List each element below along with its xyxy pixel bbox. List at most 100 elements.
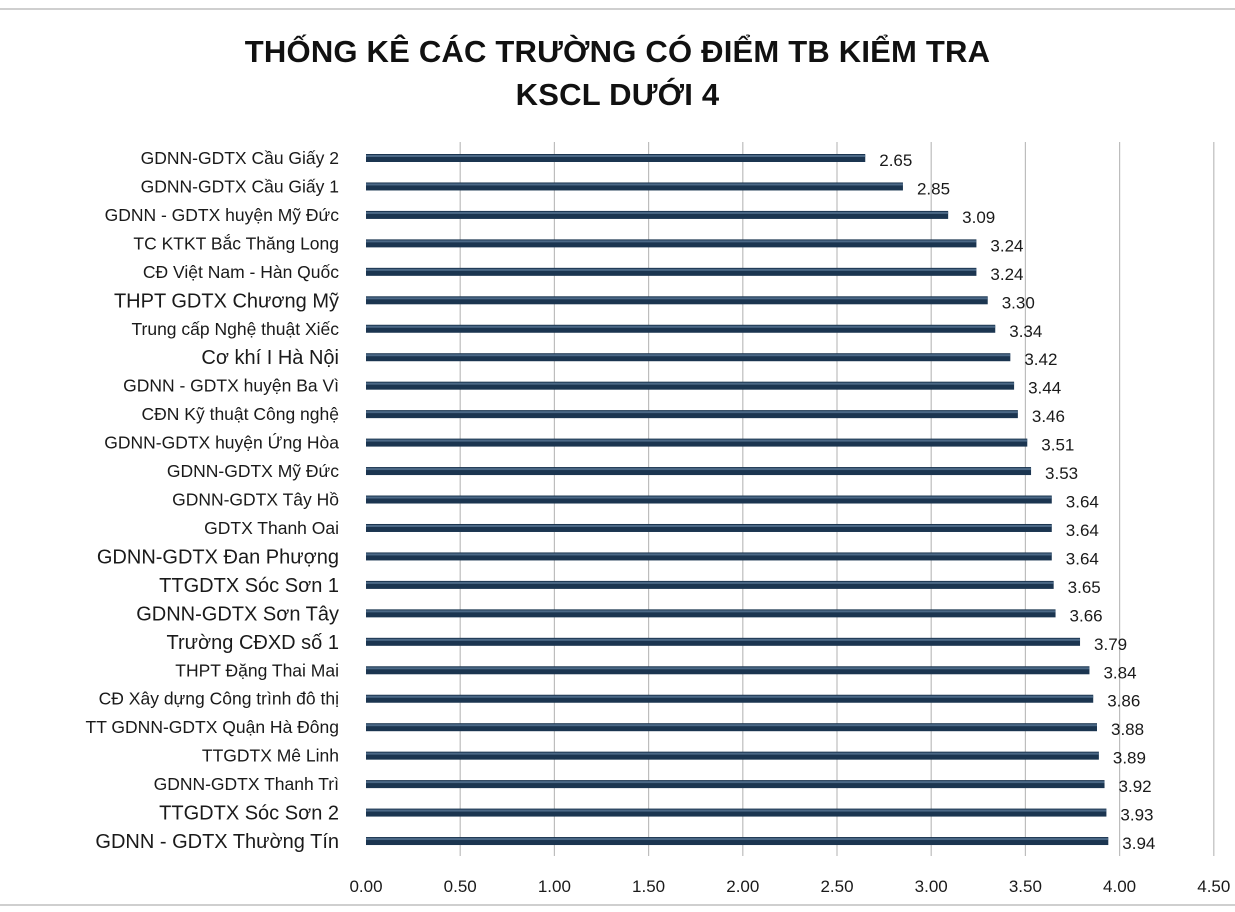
category-label: TTGDTX Mê Linh — [202, 746, 339, 766]
x-tick-label: 3.00 — [915, 877, 948, 896]
bar-highlight — [366, 411, 1018, 414]
value-label: 3.64 — [1066, 521, 1099, 540]
value-label: 3.64 — [1066, 549, 1099, 568]
value-label: 3.24 — [990, 236, 1023, 255]
bottom-border — [0, 904, 1235, 906]
value-label: 3.65 — [1068, 578, 1101, 597]
value-label: 3.42 — [1024, 350, 1057, 369]
bars — [366, 154, 1109, 846]
bar-highlight — [366, 183, 903, 186]
x-tick-label: 2.00 — [726, 877, 759, 896]
bar-highlight — [366, 325, 996, 328]
category-label: Trường CĐXD số 1 — [167, 632, 339, 654]
bar — [366, 381, 1015, 390]
value-label: 3.46 — [1032, 407, 1065, 426]
bar-highlight — [366, 752, 1099, 755]
bar-highlight — [366, 524, 1052, 527]
top-border — [0, 8, 1235, 10]
value-label: 2.85 — [917, 179, 950, 198]
category-label: GDNN-GDTX huyện Ứng Hòa — [104, 432, 339, 453]
value-label: 3.44 — [1028, 379, 1061, 398]
category-label: TT GDNN-GDTX Quận Hà Đông — [86, 717, 340, 737]
value-label: 3.92 — [1119, 777, 1152, 796]
category-label: GDNN-GDTX Mỹ Đức — [167, 461, 339, 481]
bar-highlight — [366, 496, 1052, 499]
category-label: Trung cấp Nghệ thuật Xiếc — [131, 319, 339, 339]
x-tick-label: 2.50 — [820, 877, 853, 896]
bar-highlight — [366, 155, 866, 157]
category-label: GDNN - GDTX huyện Mỹ Đức — [105, 205, 340, 225]
bar — [366, 666, 1090, 675]
value-label: 3.64 — [1066, 493, 1099, 512]
bar — [366, 239, 977, 248]
category-labels: GDNN-GDTX Cầu Giấy 2 GDNN-GDTX Cầu Giấy 1… — [86, 148, 340, 853]
value-label: 3.53 — [1045, 464, 1078, 483]
category-label: GDNN-GDTX Cầu Giấy 2 — [141, 148, 339, 168]
category-label: THPT GDTX Chương Mỹ — [114, 290, 339, 312]
bar — [366, 410, 1018, 419]
category-label: GDNN - GDTX Thường Tín — [95, 831, 339, 853]
bar-highlight — [366, 553, 1052, 556]
category-label: GDNN-GDTX Thanh Trì — [154, 774, 339, 794]
chart-title-line-2: KSCL DƯỚI 4 — [515, 77, 720, 112]
category-label: GDNN-GDTX Đan Phượng — [97, 546, 339, 568]
bar — [366, 467, 1032, 476]
x-tick-label: 3.50 — [1009, 877, 1042, 896]
bar — [366, 808, 1107, 817]
bar-highlight — [366, 240, 977, 243]
bar — [366, 438, 1028, 447]
bar — [366, 267, 977, 276]
bar — [366, 694, 1094, 703]
value-label: 3.34 — [1009, 322, 1042, 341]
category-label: TC KTKT Bắc Thăng Long — [133, 232, 339, 253]
bar — [366, 552, 1052, 561]
bar — [366, 637, 1081, 646]
bar-highlight — [366, 581, 1054, 584]
value-label: 3.24 — [990, 265, 1023, 284]
value-label: 3.66 — [1070, 606, 1103, 625]
value-label: 3.93 — [1120, 806, 1153, 825]
bar-highlight — [366, 667, 1090, 670]
value-label: 3.84 — [1103, 663, 1136, 682]
bar — [366, 182, 903, 191]
value-label: 3.51 — [1041, 436, 1074, 455]
bar — [366, 780, 1105, 789]
value-label: 2.65 — [879, 151, 912, 170]
category-label: GDNN-GDTX Tây Hồ — [172, 490, 339, 510]
bar-highlight — [366, 211, 949, 214]
x-tick-label: 1.50 — [632, 877, 665, 896]
category-label: CĐ Xây dựng Công trình đô thị — [99, 689, 339, 709]
bar — [366, 723, 1097, 732]
bar-highlight — [366, 268, 977, 271]
category-label: Cơ khí I Hà Nội — [201, 347, 339, 369]
bar — [366, 296, 988, 305]
value-label: 3.30 — [1002, 293, 1035, 312]
bar — [366, 609, 1056, 618]
category-label: GDNN-GDTX Cầu Giấy 1 — [141, 176, 339, 196]
bar — [366, 210, 949, 219]
value-label: 3.88 — [1111, 720, 1144, 739]
x-tick-label: 4.50 — [1197, 877, 1230, 896]
bar — [366, 523, 1052, 532]
value-label: 3.09 — [962, 208, 995, 227]
bar — [366, 495, 1052, 504]
category-label: TTGDTX Sóc Sơn 1 — [159, 575, 339, 597]
category-label: GDTX Thanh Oai — [204, 518, 339, 538]
bar-highlight — [366, 297, 988, 300]
x-axis-tick-labels: 0.00 0.50 1.00 1.50 2.00 2.50 3.00 3.50 4.00 4.50 — [349, 877, 1230, 896]
category-label: THPT Đặng Thai Mai — [175, 660, 339, 680]
x-tick-label: 0.50 — [444, 877, 477, 896]
bar-highlight — [366, 838, 1109, 841]
bar — [366, 324, 996, 333]
category-label: GDNN - GDTX huyện Ba Vì — [123, 376, 339, 396]
category-label: GDNN-GDTX Sơn Tây — [136, 603, 339, 625]
bar-highlight — [366, 610, 1056, 613]
value-label: 3.86 — [1107, 692, 1140, 711]
category-label: CĐ Việt Nam - Hàn Quốc — [143, 262, 339, 282]
chart-title-line-1: THỐNG KÊ CÁC TRƯỜNG CÓ ĐIỂM TB KIỂM TRA — [244, 34, 991, 69]
category-label: TTGDTX Sóc Sơn 2 — [159, 803, 339, 825]
x-tick-label: 0.00 — [349, 877, 382, 896]
bar — [366, 751, 1099, 760]
chart-title: THỐNG KÊ CÁC TRƯỜNG CÓ ĐIỂM TB KIỂM TRA … — [0, 30, 1235, 116]
